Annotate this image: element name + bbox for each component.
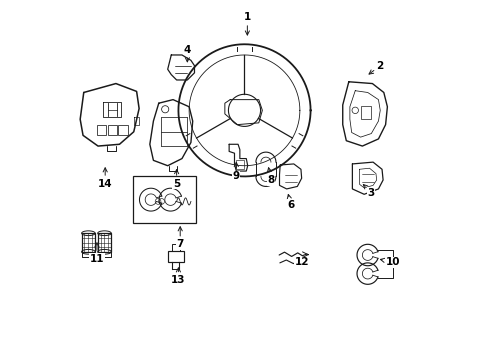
Text: 4: 4 xyxy=(183,45,191,62)
Text: 3: 3 xyxy=(363,185,374,198)
Text: 10: 10 xyxy=(380,257,399,267)
Bar xyxy=(97,125,106,135)
Bar xyxy=(168,251,183,262)
Text: 7: 7 xyxy=(176,227,183,249)
Text: 6: 6 xyxy=(287,194,294,210)
Bar xyxy=(235,160,244,169)
Text: 11: 11 xyxy=(89,243,104,264)
Text: 9: 9 xyxy=(232,162,239,181)
Text: 5: 5 xyxy=(173,170,180,189)
Bar xyxy=(98,233,111,252)
Text: 12: 12 xyxy=(294,257,308,267)
Text: 1: 1 xyxy=(243,13,250,35)
Bar xyxy=(81,233,95,252)
Text: 2: 2 xyxy=(368,61,383,74)
Bar xyxy=(107,125,117,135)
Text: 8: 8 xyxy=(267,168,274,185)
Bar xyxy=(171,244,180,251)
Bar xyxy=(360,106,370,119)
Text: 14: 14 xyxy=(98,168,112,189)
Bar xyxy=(118,125,127,135)
Bar xyxy=(133,176,195,223)
Text: 13: 13 xyxy=(171,268,185,285)
